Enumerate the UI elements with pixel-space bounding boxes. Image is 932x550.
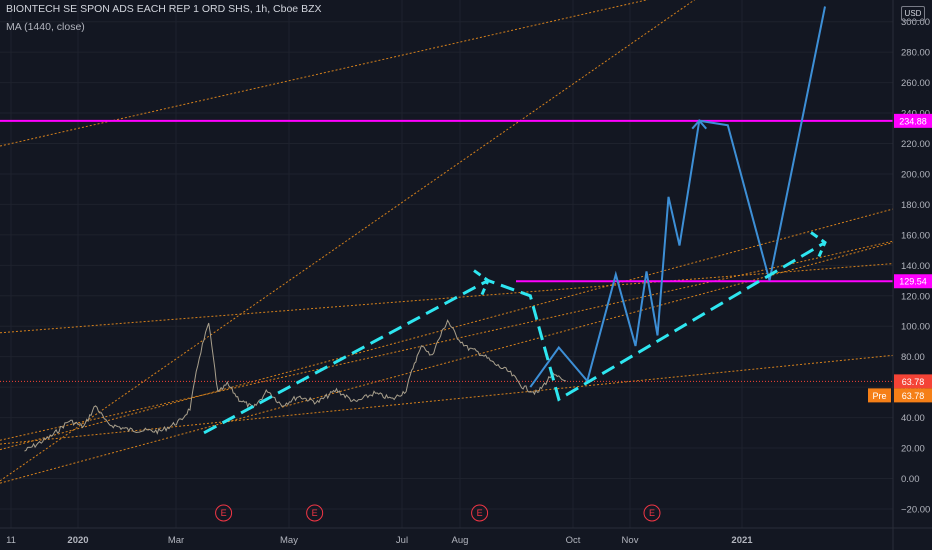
price-series	[24, 319, 567, 452]
y-tick-label: 220.00	[901, 139, 930, 150]
indicator-legend: MA (1440, close)	[6, 21, 85, 33]
dashed-arrowhead	[810, 231, 827, 258]
trend-line	[0, 0, 649, 147]
earnings-marker-icon[interactable]	[215, 504, 233, 522]
y-tick-label: 260.00	[901, 78, 930, 89]
premarket-tag-bg	[894, 388, 932, 403]
y-tick-label: 140.00	[901, 261, 930, 272]
trend-line	[0, 242, 894, 484]
y-tick-label: 20.00	[901, 444, 925, 455]
x-tick-label: Mar	[168, 535, 184, 546]
y-tick-label: 100.00	[901, 322, 930, 333]
earnings-marker-icon[interactable]	[306, 504, 324, 522]
earnings-marker-label: E	[649, 508, 655, 518]
x-tick-label: 2020	[67, 535, 88, 546]
y-tick-label: 40.00	[901, 413, 925, 424]
projection-arrowhead	[691, 119, 708, 130]
trend-line	[0, 263, 894, 334]
earnings-marker-label: E	[477, 508, 483, 518]
symbol-title: BIONTECH SE SPON ADS EACH REP 1 ORD SHS,…	[6, 3, 322, 15]
price-tags: 234.88 129.54 63.78 Pre 63.78	[868, 113, 932, 403]
earnings-marker-label: E	[312, 508, 318, 518]
x-tick-label: 2021	[731, 535, 753, 546]
grid-lines	[0, 0, 893, 528]
level-tag-bg	[894, 274, 932, 289]
y-tick-label: 300.00	[901, 17, 930, 28]
y-tick-label: 180.00	[901, 200, 930, 211]
currency-button[interactable]: USD	[901, 6, 925, 21]
premarket-tag-label: 63.78	[902, 391, 925, 401]
trend-line	[0, 354, 894, 445]
x-tick-label: 11	[6, 535, 16, 546]
projection-dashed-path	[203, 241, 826, 435]
earnings-marker-icon[interactable]	[471, 504, 489, 522]
premarket-prefix-bg	[868, 388, 891, 403]
level-tag-bg	[894, 113, 932, 128]
level-tag-label: 234.88	[899, 116, 927, 126]
horizontal-levels	[0, 119, 893, 382]
last-price-tag-bg	[894, 374, 932, 389]
x-tick-label: May	[280, 535, 298, 546]
trend-line	[0, 240, 894, 441]
projection-drawings	[203, 6, 827, 435]
time-axis[interactable]: 11 2020 Mar May Jul Aug Oct Nov 2021	[0, 527, 932, 546]
y-tick-label: 160.00	[901, 230, 930, 241]
level-tag-label: 129.54	[899, 277, 927, 287]
earnings-marker-icon[interactable]	[643, 504, 661, 522]
x-tick-label: Aug	[452, 535, 469, 546]
x-tick-label: Oct	[566, 535, 581, 546]
x-tick-label: Nov	[622, 535, 639, 546]
y-tick-label: 80.00	[901, 352, 925, 363]
earnings-marker-label: E	[221, 508, 227, 518]
y-tick-label: 0.00	[901, 474, 920, 485]
price-line	[24, 319, 567, 452]
dashed-arrowhead	[473, 269, 490, 296]
y-tick-label: 120.00	[901, 291, 930, 302]
last-price-tag-label: 63.78	[902, 377, 925, 387]
premarket-prefix-label: Pre	[872, 391, 886, 401]
trend-line	[0, 0, 696, 482]
y-tick-label: −20.00	[901, 504, 930, 515]
x-tick-label: Jul	[396, 535, 408, 546]
y-tick-label: 200.00	[901, 169, 930, 180]
y-tick-label: 280.00	[901, 48, 930, 59]
